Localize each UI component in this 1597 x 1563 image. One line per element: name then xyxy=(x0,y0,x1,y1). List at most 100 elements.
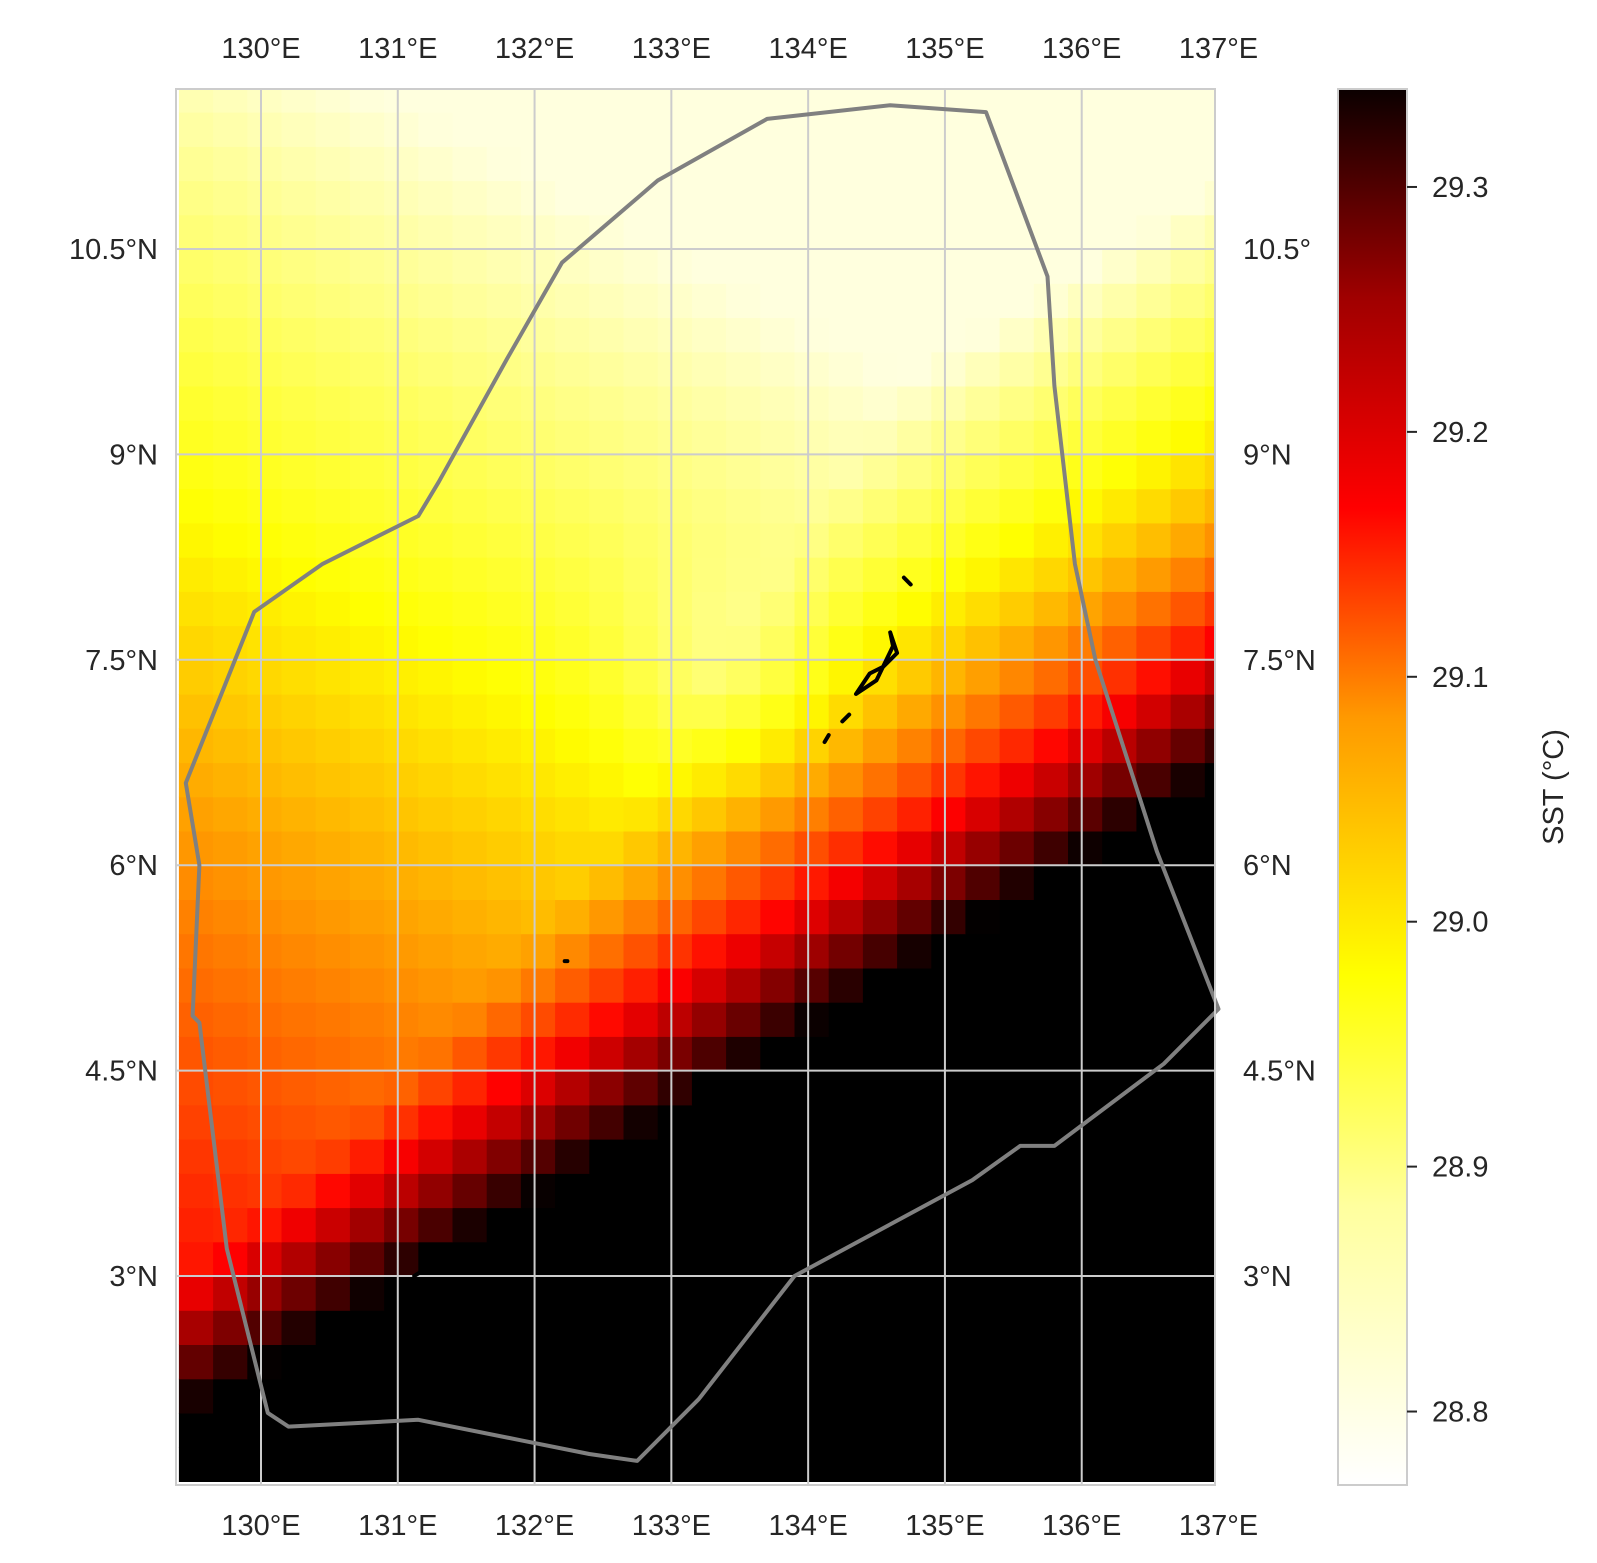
sst-cell xyxy=(418,694,454,729)
sst-cell xyxy=(828,831,864,866)
sst-cell xyxy=(1204,351,1215,387)
sst-cell xyxy=(281,1207,317,1243)
sst-cell xyxy=(1033,865,1069,900)
sst-heatmap xyxy=(178,89,1215,1482)
sst-cell xyxy=(1204,89,1215,113)
sst-cell xyxy=(760,351,796,387)
sst-cell xyxy=(623,967,659,1003)
sst-cell xyxy=(965,1002,1001,1037)
sst-cell xyxy=(999,625,1035,661)
sst-cell xyxy=(384,1344,419,1380)
sst-cell xyxy=(1068,317,1103,353)
sst-cell xyxy=(931,249,967,284)
sst-cell xyxy=(828,1412,864,1448)
sst-cell xyxy=(1204,728,1215,764)
sst-cell xyxy=(726,89,761,113)
sst-cell xyxy=(247,1002,283,1037)
sst-cell xyxy=(1136,351,1172,387)
sst-cell xyxy=(1204,694,1215,729)
sst-cell xyxy=(555,89,590,113)
sst-cell xyxy=(897,1241,932,1277)
sst-cell xyxy=(965,1412,1001,1448)
sst-cell xyxy=(862,420,898,455)
sst-cell xyxy=(1136,762,1172,798)
sst-cell xyxy=(794,933,830,969)
colorbar-tick-label: 29.3 xyxy=(1432,172,1488,204)
sst-cell xyxy=(931,557,967,592)
sst-cell xyxy=(555,180,590,216)
sst-cell xyxy=(281,214,317,250)
sst-cell xyxy=(589,454,625,490)
sst-cell xyxy=(657,283,693,318)
sst-cell xyxy=(1136,694,1172,729)
sst-cell xyxy=(418,317,454,353)
sst-cell xyxy=(657,112,693,147)
sst-cell xyxy=(1204,1447,1215,1482)
sst-cell xyxy=(178,1104,214,1140)
sst-cell xyxy=(247,625,283,661)
sst-cell xyxy=(1068,180,1103,216)
sst-cell xyxy=(760,214,796,250)
sst-cell xyxy=(520,1241,556,1277)
sst-cell xyxy=(1204,933,1215,969)
lon-label-bottom: 137°E xyxy=(1179,1510,1258,1542)
sst-cell xyxy=(1170,385,1206,421)
sst-cell xyxy=(1033,1241,1069,1277)
sst-cell xyxy=(418,351,454,387)
sst-cell xyxy=(315,1104,351,1140)
sst-cell xyxy=(828,694,864,729)
sst-cell xyxy=(589,728,625,764)
sst-cell xyxy=(794,1276,830,1311)
sst-cell xyxy=(1102,865,1137,900)
sst-cell xyxy=(281,728,317,764)
sst-cell xyxy=(657,488,693,524)
sst-cell xyxy=(1033,1412,1069,1448)
sst-cell xyxy=(691,283,727,318)
sst-cell xyxy=(1204,385,1215,421)
sst-cell xyxy=(1033,967,1069,1003)
sst-cell xyxy=(1068,899,1103,935)
sst-cell xyxy=(965,1173,1001,1209)
sst-cell xyxy=(691,385,727,421)
sst-cell xyxy=(589,1104,625,1140)
sst-cell xyxy=(315,1207,351,1243)
sst-cell xyxy=(555,1310,590,1345)
sst-cell xyxy=(1204,214,1215,250)
sst-cell xyxy=(1170,488,1206,524)
sst-cell xyxy=(828,557,864,592)
lon-label-top: 130°E xyxy=(221,33,300,65)
lat-label-left: 3°N xyxy=(109,1261,158,1293)
sst-cell xyxy=(862,1241,898,1277)
sst-cell xyxy=(794,488,830,524)
sst-cell xyxy=(897,933,932,969)
sst-cell xyxy=(349,146,385,182)
sst-cell xyxy=(1068,351,1103,387)
sst-cell xyxy=(726,1241,761,1277)
sst-cell xyxy=(281,1344,317,1380)
sst-cell xyxy=(349,557,385,592)
sst-cell xyxy=(794,1310,830,1345)
sst-cell xyxy=(1102,1344,1137,1380)
sst-cell xyxy=(281,1070,317,1106)
sst-cell xyxy=(931,1310,967,1345)
sst-cell xyxy=(555,933,590,969)
sst-cell xyxy=(1136,1310,1172,1345)
map-tick-labels: 130°E 130°E 131°E 131°E 132°E 132°E 133°E 133°E… xyxy=(69,33,1316,1542)
sst-cell xyxy=(247,1070,283,1106)
sst-cell xyxy=(452,865,488,900)
sst-cell xyxy=(623,1070,659,1106)
sst-cell xyxy=(965,1310,1001,1345)
sst-cell xyxy=(384,1104,419,1140)
sst-cell xyxy=(1204,1378,1215,1414)
sst-cell xyxy=(794,1378,830,1414)
sst-cell xyxy=(999,967,1035,1003)
sst-cell xyxy=(213,762,248,798)
sst-cell xyxy=(213,351,248,387)
sst-cell xyxy=(384,1378,419,1414)
sst-cell xyxy=(452,89,488,113)
sst-cell xyxy=(965,762,1001,798)
sst-cell xyxy=(691,112,727,147)
sst-cell xyxy=(1102,557,1137,592)
sst-cell xyxy=(1170,1412,1206,1448)
sst-cell xyxy=(1170,1276,1206,1311)
